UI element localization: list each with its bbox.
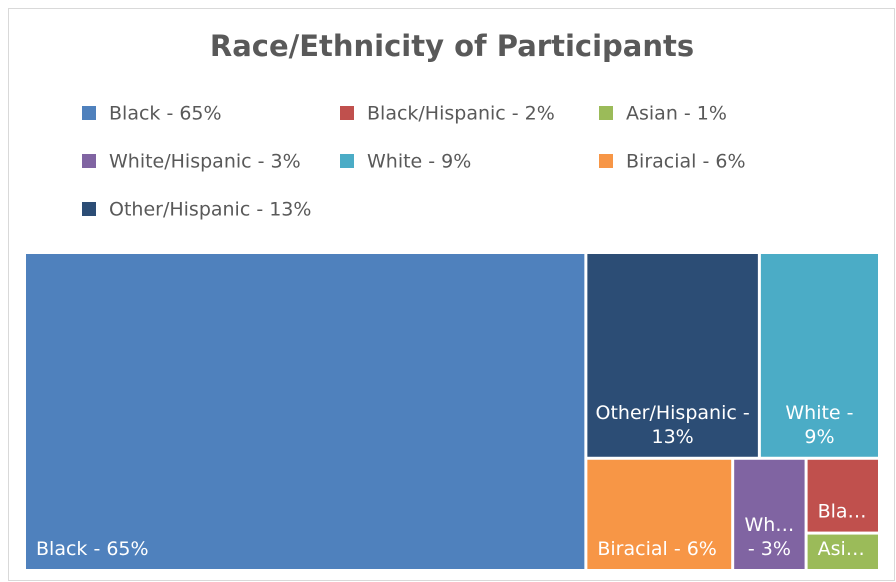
treemap-tile [587, 459, 732, 569]
treemap-tile [760, 254, 878, 457]
legend-label: White/Hispanic - 3% [109, 151, 301, 173]
treemap-tile [807, 534, 878, 569]
treemap-tile [807, 459, 878, 532]
tile-label: Bla… [818, 500, 867, 522]
legend-label: Biracial - 6% [626, 151, 746, 173]
legend-label: Other/Hispanic - 13% [109, 199, 311, 221]
legend-label: Asian - 1% [626, 103, 727, 125]
tile-label: Biracial - 6% [597, 538, 717, 560]
legend-label: White - 9% [367, 151, 471, 173]
tile-label: Black - 65% [36, 538, 149, 560]
tile-label: Other/Hispanic -13% [596, 401, 750, 447]
legend-swatch [340, 106, 354, 120]
treemap-tile [26, 254, 585, 569]
treemap-tile [587, 254, 758, 457]
legend-swatch [599, 106, 613, 120]
treemap-tile [734, 459, 805, 569]
tile-label: Asi… [818, 538, 865, 560]
legend-swatch [82, 202, 96, 216]
legend-swatch [340, 154, 354, 168]
chart-title: Race/Ethnicity of Participants [210, 29, 694, 63]
tile-label: White -9% [785, 401, 853, 447]
legend-swatch [82, 154, 96, 168]
legend-label: Black/Hispanic - 2% [367, 103, 555, 125]
legend-label: Black - 65% [109, 103, 222, 125]
legend-swatch [599, 154, 613, 168]
legend-swatch [82, 106, 96, 120]
tile-label: Wh… - 3% [744, 514, 794, 560]
